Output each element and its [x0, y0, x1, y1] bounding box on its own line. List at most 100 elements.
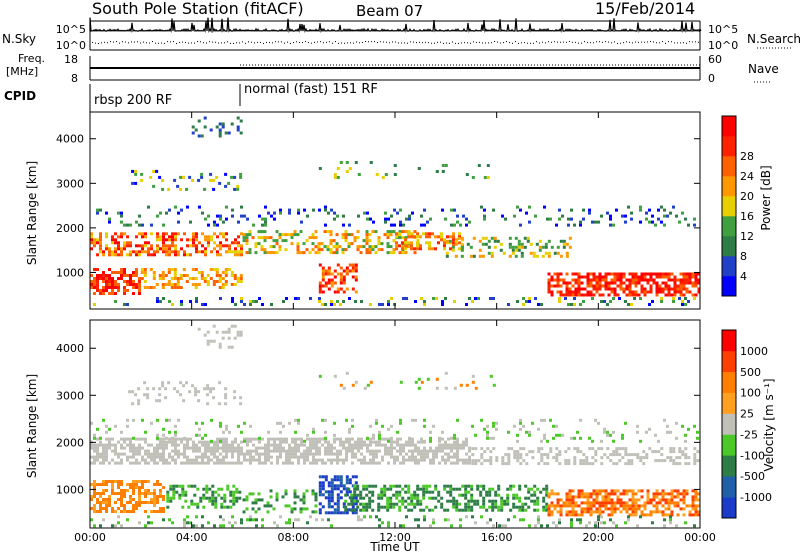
scatter-cell — [219, 461, 222, 465]
scatter-cell — [336, 290, 340, 294]
scatter-cell — [649, 290, 653, 294]
scatter-cell — [631, 495, 635, 499]
scatter-cell — [321, 269, 325, 273]
scatter-cell — [218, 286, 222, 289]
scatter-cell — [152, 184, 156, 188]
scatter-cell — [105, 504, 108, 507]
scatter-cell — [90, 495, 93, 498]
scatter-cell — [636, 453, 640, 457]
scatter-cell — [410, 244, 413, 248]
scatter-cell — [540, 456, 544, 460]
scatter-cell — [518, 496, 522, 500]
scatter-cell — [414, 461, 417, 465]
scatter-cell — [568, 281, 572, 285]
scatter-cell — [347, 502, 351, 506]
nsearch-point — [290, 42, 291, 44]
scatter-cell — [158, 387, 162, 391]
scatter-cell — [96, 443, 99, 447]
scatter-cell — [481, 254, 485, 258]
scatter-cell — [162, 458, 165, 462]
scatter-cell — [438, 436, 441, 440]
scatter-cell — [141, 458, 144, 462]
scatter-cell — [147, 489, 150, 492]
scatter-cell — [235, 496, 239, 500]
scatter-cell — [601, 278, 605, 282]
scatter-cell — [366, 436, 369, 440]
scatter-cell — [335, 251, 339, 255]
scatter-cell — [140, 271, 144, 274]
scatter-cell — [636, 524, 639, 528]
scatter-cell — [263, 251, 267, 255]
scatter-cell — [102, 274, 105, 277]
scatter-cell — [694, 495, 698, 499]
scatter-cell — [625, 501, 629, 505]
scatter-cell — [664, 293, 668, 297]
scatter-cell — [132, 292, 135, 295]
scatter-cell — [255, 300, 258, 303]
scatter-cell — [420, 380, 424, 384]
scatter-cell — [327, 266, 331, 270]
scatter-cell — [586, 281, 590, 285]
scatter-cell — [624, 453, 628, 457]
scatter-cell — [492, 421, 495, 425]
scatter-cell — [574, 501, 578, 505]
scatter-cell — [428, 244, 431, 248]
nsearch-point — [575, 41, 576, 43]
scatter-cell — [341, 248, 345, 252]
scatter-cell — [401, 236, 405, 240]
scatter-cell — [293, 492, 297, 496]
scatter-cell — [276, 449, 279, 453]
scatter-cell — [174, 424, 177, 428]
scatter-cell — [375, 421, 378, 425]
scatter-cell — [420, 455, 423, 459]
scatter-cell — [232, 484, 236, 488]
scatter-cell — [511, 245, 515, 249]
scatter-cell — [330, 496, 334, 500]
nsearch-point — [362, 41, 363, 43]
scatter-cell — [444, 443, 447, 447]
scatter-cell — [272, 251, 276, 255]
scatter-cell — [682, 284, 686, 288]
scatter-cell — [416, 484, 420, 488]
scatter-cell — [230, 122, 234, 126]
scatter-cell — [318, 374, 322, 378]
scatter-cell — [558, 518, 561, 522]
scatter-cell — [254, 245, 258, 249]
scatter-cell — [550, 275, 554, 279]
scatter-cell — [452, 235, 455, 239]
scatter-cell — [494, 493, 498, 497]
scatter-cell — [303, 208, 306, 212]
scatter-cell — [696, 450, 700, 454]
scatter-cell — [423, 418, 426, 422]
nsearch-point — [371, 41, 372, 43]
scatter-cell — [129, 250, 132, 254]
scatter-cell — [402, 455, 405, 459]
scatter-cell — [252, 300, 255, 303]
scatter-cell — [90, 238, 93, 242]
scatter-cell — [309, 452, 312, 456]
scatter-cell — [603, 427, 606, 431]
scatter-cell — [571, 290, 575, 294]
scatter-cell — [446, 235, 449, 239]
scatter-cell — [579, 303, 582, 306]
scatter-cell — [114, 449, 117, 453]
nsearch-point — [401, 42, 402, 44]
scatter-cell — [684, 303, 687, 306]
scatter-cell — [356, 248, 360, 252]
scatter-cell — [676, 492, 680, 496]
scatter-cell — [147, 205, 150, 209]
scatter-cell — [589, 495, 593, 499]
scatter-cell — [512, 502, 516, 506]
scatter-cell — [595, 281, 599, 285]
scatter-cell — [149, 268, 153, 271]
scatter-cell — [311, 489, 315, 493]
scatter-cell — [467, 490, 471, 494]
scatter-cell — [232, 499, 236, 503]
scatter-cell — [592, 501, 596, 505]
scatter-cell — [150, 223, 153, 227]
scatter-cell — [272, 239, 276, 243]
scatter-cell — [646, 489, 650, 493]
scatter-cell — [378, 461, 381, 465]
scatter-cell — [384, 173, 388, 176]
scatter-cell — [288, 446, 291, 450]
